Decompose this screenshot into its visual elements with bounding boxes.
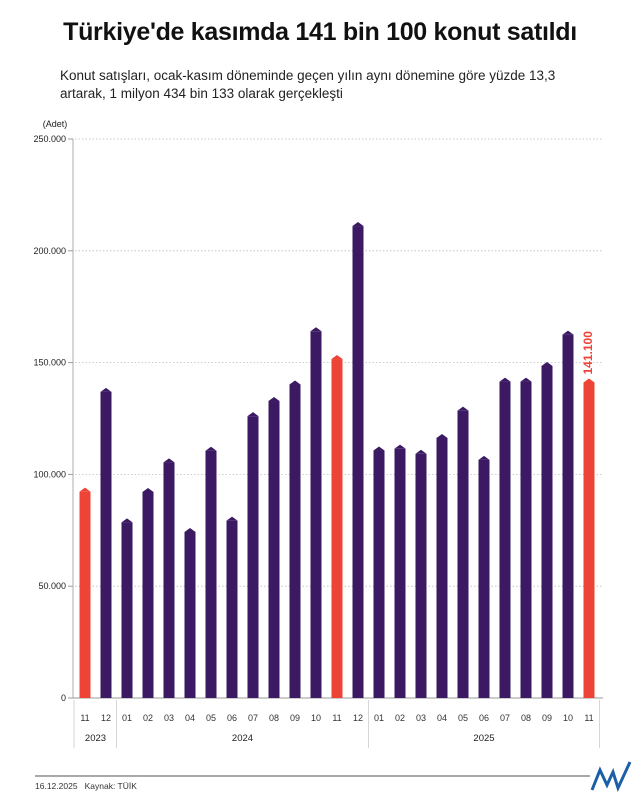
- bar: [436, 437, 448, 698]
- x-tick-label: 01: [374, 713, 384, 723]
- bar: [352, 226, 364, 698]
- x-tick-label: 03: [164, 713, 174, 723]
- bar-cap: [268, 397, 280, 402]
- bar: [310, 331, 322, 698]
- bar-cap: [478, 455, 490, 460]
- x-tick-label: 09: [542, 713, 552, 723]
- x-tick-label: 11: [332, 713, 341, 723]
- x-tick-label: 01: [122, 713, 132, 723]
- y-tick-label: 50.000: [38, 581, 66, 591]
- year-label: 2023: [85, 733, 106, 744]
- x-tick-label: 12: [101, 713, 111, 723]
- bar: [247, 416, 259, 698]
- bar-cap: [583, 378, 595, 383]
- bar-cap: [562, 330, 574, 335]
- x-tick-label: 12: [353, 713, 363, 723]
- x-tick-label: 06: [227, 713, 237, 723]
- x-tick-label: 10: [311, 713, 321, 723]
- bar: [205, 450, 217, 698]
- bar-cap: [520, 377, 532, 382]
- y-tick-label: 150.000: [33, 358, 66, 368]
- logo: [590, 761, 632, 793]
- y-tick-label: 0: [61, 693, 66, 703]
- bar: [541, 365, 553, 698]
- x-tick-label: 02: [395, 713, 405, 723]
- bar-cap: [100, 387, 112, 392]
- year-label: 2024: [232, 733, 253, 744]
- bar-cap: [205, 446, 217, 451]
- bar: [520, 381, 532, 698]
- bar-cap: [457, 406, 469, 411]
- bar: [100, 391, 112, 698]
- bar-cap: [184, 527, 196, 532]
- bar: [394, 448, 406, 698]
- x-tick-label: 11: [80, 713, 89, 723]
- bar-cap: [310, 327, 322, 332]
- y-axis-label: (Adet): [43, 119, 68, 129]
- x-tick-label: 06: [479, 713, 489, 723]
- x-tick-label: 07: [248, 713, 258, 723]
- bar: [79, 491, 91, 698]
- x-tick-label: 08: [521, 713, 531, 723]
- bar-cap: [247, 412, 259, 417]
- bar: [499, 381, 511, 698]
- x-tick-label: 09: [290, 713, 300, 723]
- footer-date: 16.12.2025: [35, 781, 78, 791]
- bar-cap: [226, 516, 238, 521]
- x-tick-label: 02: [143, 713, 153, 723]
- bar-cap: [352, 222, 364, 227]
- x-tick-label: 05: [206, 713, 216, 723]
- x-tick-label: 10: [563, 713, 573, 723]
- x-tick-label: 08: [269, 713, 279, 723]
- x-tick-label: 07: [500, 713, 510, 723]
- footer-source: Kaynak: TÜİK: [84, 781, 137, 791]
- year-label: 2025: [473, 733, 494, 744]
- chart-subtitle: Konut satışları, ocak-kasım döneminde ge…: [60, 68, 556, 101]
- bar-cap: [436, 433, 448, 438]
- bar-cap: [373, 446, 385, 451]
- bar: [163, 462, 175, 698]
- x-tick-label: 11: [584, 713, 593, 723]
- x-tick-label: 03: [416, 713, 426, 723]
- bar: [226, 520, 238, 698]
- bar: [583, 382, 595, 698]
- bar-cap: [289, 380, 301, 385]
- data-label: 141.100: [581, 331, 595, 375]
- bar: [457, 410, 469, 698]
- bar: [478, 459, 490, 698]
- x-tick-label: 04: [437, 713, 447, 723]
- chart-title: Türkiye'de kasımda 141 bin 100 konut sat…: [63, 18, 577, 46]
- bar: [184, 531, 196, 698]
- bar: [268, 401, 280, 698]
- bar: [121, 522, 133, 698]
- bar: [331, 359, 343, 698]
- bar-cap: [394, 444, 406, 449]
- bar-cap: [499, 377, 511, 382]
- bar: [562, 334, 574, 698]
- x-tick-label: 04: [185, 713, 195, 723]
- bar-cap: [121, 518, 133, 523]
- footer: 16.12.2025 Kaynak: TÜİK: [35, 781, 137, 791]
- bar-cap: [142, 487, 154, 492]
- y-tick-label: 200.000: [33, 246, 66, 256]
- bar: [289, 384, 301, 698]
- y-tick-label: 250.000: [33, 134, 66, 144]
- bar-cap: [79, 487, 91, 492]
- bar-cap: [331, 355, 343, 360]
- x-tick-label: 05: [458, 713, 468, 723]
- bar: [142, 491, 154, 698]
- y-tick-label: 100.000: [33, 469, 66, 479]
- logo-mark: [590, 761, 632, 793]
- bar-cap: [415, 449, 427, 454]
- bar: [373, 450, 385, 698]
- bar-cap: [163, 458, 175, 463]
- bar: [415, 453, 427, 698]
- bar-cap: [541, 361, 553, 366]
